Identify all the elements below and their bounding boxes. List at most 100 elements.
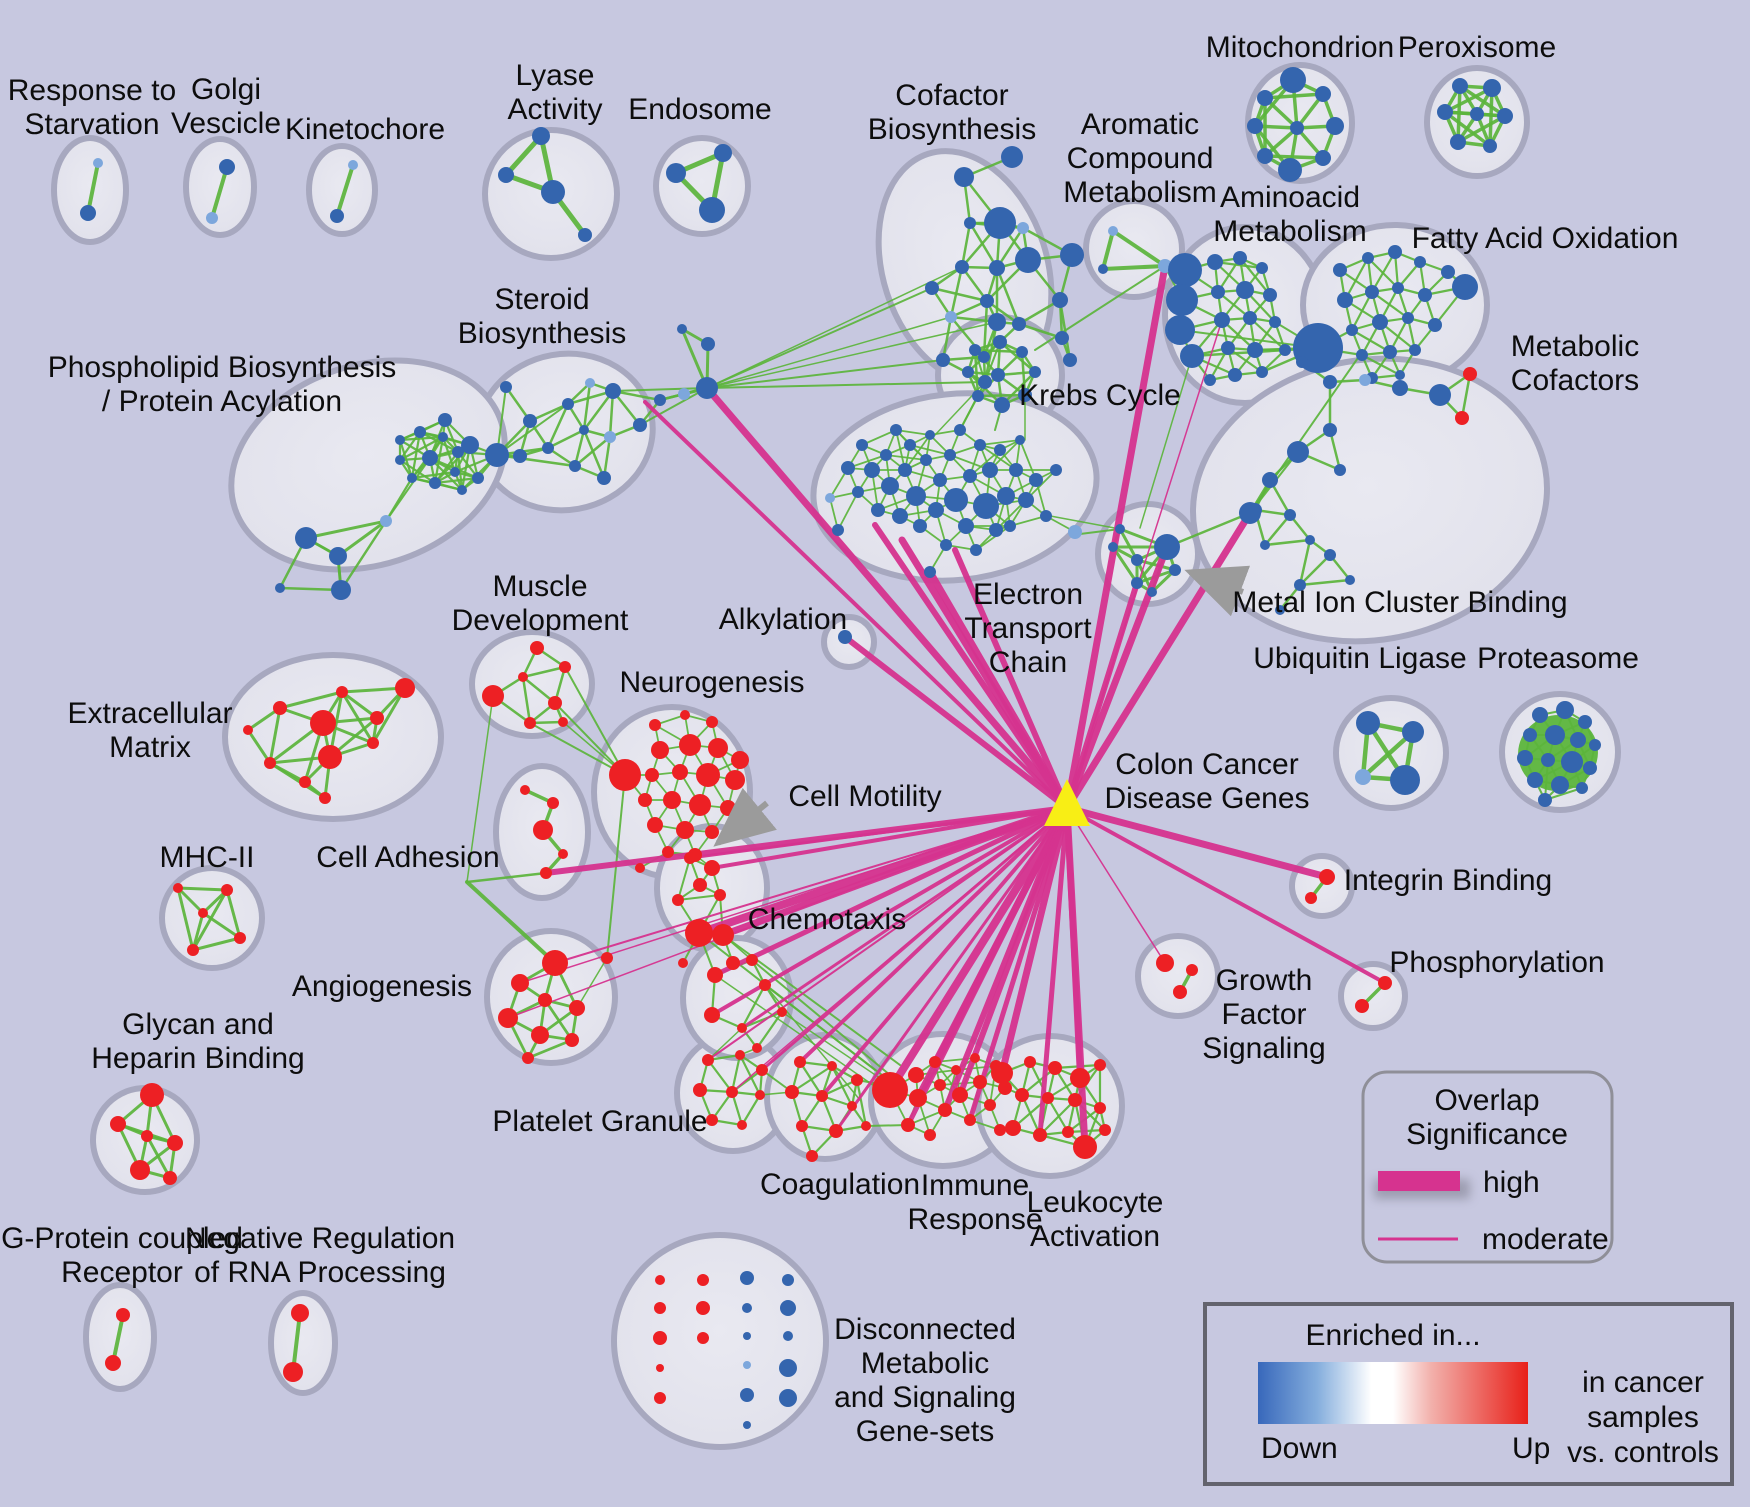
gene-set-node <box>964 1114 976 1126</box>
gene-set-node <box>783 1331 793 1341</box>
gene-set-node <box>1073 1135 1097 1159</box>
gene-set-node <box>1029 473 1043 487</box>
gene-set-node <box>605 383 621 399</box>
gene-set-node <box>1165 315 1195 345</box>
gene-set-node <box>1005 1120 1021 1136</box>
gene-set-node <box>827 1061 837 1071</box>
gene-set-node <box>482 685 504 707</box>
gene-set-node <box>1243 311 1257 325</box>
gene-set-node <box>1414 256 1426 268</box>
label-growth-factor-signaling: Growth Factor Signaling <box>1202 964 1325 1065</box>
gene-set-node <box>988 313 1006 331</box>
gene-set-node <box>635 863 645 873</box>
gene-set-node <box>684 852 696 864</box>
gene-set-node <box>653 1331 667 1345</box>
green-edge <box>210 165 229 220</box>
gene-set-node <box>678 388 690 400</box>
gene-set-node <box>1098 264 1108 274</box>
overlap-edge <box>1065 806 1387 985</box>
green-edge <box>573 428 586 468</box>
gene-set-node <box>954 424 966 436</box>
gene-set-node <box>348 160 358 170</box>
cluster-bubble-growth-factor-signaling <box>1135 933 1221 1019</box>
gene-set-node <box>672 764 688 780</box>
gene-set-node <box>1284 509 1296 521</box>
layer-annotations <box>713 565 1251 847</box>
gene-set-node <box>395 678 415 698</box>
gene-set-node <box>1256 262 1268 274</box>
label-electron-transport-chain: Electron Transport Chain <box>964 578 1092 679</box>
green-edge <box>1263 154 1325 160</box>
gene-set-node <box>579 425 589 435</box>
gene-set-node <box>331 580 351 600</box>
label-g-protein-coupled-receptor: G-Protein coupled Receptor <box>1 1222 243 1289</box>
label-cell-adhesion: Cell Adhesion <box>316 841 499 874</box>
green-edge <box>1017 322 1064 340</box>
gene-set-node <box>1040 510 1052 522</box>
gene-set-node <box>1392 380 1408 396</box>
gene-set-node <box>1062 1126 1074 1138</box>
gene-set-node <box>105 1355 121 1371</box>
gene-set-node <box>654 394 666 406</box>
gene-set-node <box>1015 247 1041 273</box>
gene-set-node <box>198 908 208 918</box>
gene-set-node <box>969 344 981 356</box>
green-edge <box>677 857 691 901</box>
cluster-bubble-response-starvation <box>51 135 129 245</box>
gene-set-node <box>737 1023 747 1033</box>
gene-set-node <box>395 435 405 445</box>
gene-set-node <box>498 1008 518 1028</box>
gene-set-node <box>871 503 885 517</box>
green-edge <box>706 1058 734 1094</box>
label-lyase-activity: Lyase Activity <box>507 59 602 126</box>
gene-set-node <box>980 294 994 308</box>
gene-set-node <box>1388 245 1402 259</box>
gene-set-node <box>1359 374 1371 386</box>
green-edge <box>1038 1098 1077 1137</box>
gene-set-node <box>1334 464 1346 476</box>
gene-set-node <box>1048 1061 1062 1075</box>
green-edge <box>968 221 999 270</box>
gene-set-node <box>780 1300 796 1316</box>
green-edge <box>268 706 282 765</box>
gene-set-node <box>680 710 690 720</box>
green-edge <box>191 888 229 952</box>
gene-set-node <box>585 378 595 388</box>
gene-set-node <box>929 1056 941 1068</box>
green-edge <box>465 871 548 884</box>
overlap-edge <box>712 805 1070 978</box>
green-edge <box>278 690 344 710</box>
gene-set-node <box>1012 317 1026 331</box>
gene-set-node <box>243 725 253 735</box>
gene-set-node <box>898 463 912 477</box>
overlap-edge <box>1063 509 1254 812</box>
cluster-bubble-aromatic-compound-metabolism <box>1083 198 1185 300</box>
gene-set-node <box>1214 312 1230 328</box>
overlap-edge <box>543 805 1070 876</box>
gene-set-node <box>1356 711 1380 735</box>
gene-set-node <box>1094 1059 1106 1071</box>
cluster-bubble-disconnected-gene-sets <box>611 1232 829 1450</box>
gene-set-node <box>714 144 732 162</box>
gene-set-node <box>1247 118 1263 134</box>
gene-set-node <box>696 377 718 399</box>
gene-set-node <box>973 493 999 519</box>
gene-set-node <box>1362 252 1374 264</box>
green-edge <box>496 403 569 456</box>
gene-set-node <box>1016 346 1028 358</box>
green-edge <box>1020 1066 1057 1097</box>
gene-set-node <box>706 1114 718 1126</box>
green-edge <box>466 695 494 883</box>
gene-set-node <box>777 1007 787 1017</box>
enrichment-gradient-bar <box>1258 1362 1528 1424</box>
green-edge <box>820 1078 859 1098</box>
gene-set-node <box>654 1302 666 1314</box>
gene-set-node <box>1131 577 1143 589</box>
green-edge <box>410 430 422 480</box>
gene-set-node <box>569 460 581 472</box>
gene-set-node <box>1463 367 1477 381</box>
gene-set-node <box>742 1303 752 1313</box>
gene-set-node <box>920 454 932 466</box>
overlap-edge <box>1037 805 1070 1138</box>
gene-set-node <box>925 281 939 295</box>
